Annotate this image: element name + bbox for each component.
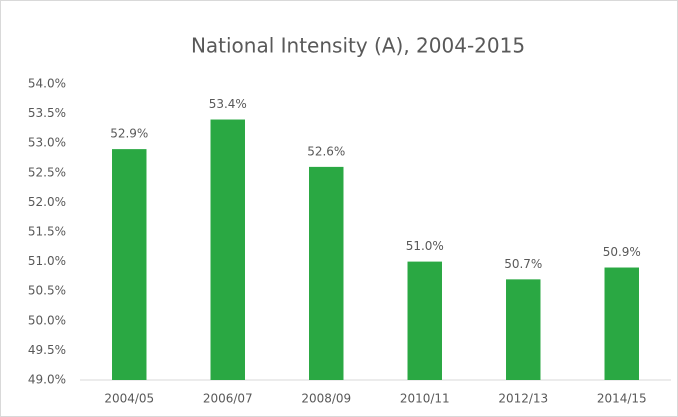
y-tick-label: 51.0% — [28, 254, 66, 268]
bar — [407, 261, 442, 380]
x-tick-label: 2004/05 — [104, 392, 154, 406]
chart-title: National Intensity (A), 2004-2015 — [191, 34, 525, 58]
data-label: 52.9% — [110, 127, 148, 141]
y-tick-label: 51.5% — [28, 225, 66, 239]
x-tick-label: 2012/13 — [498, 392, 548, 406]
data-label: 52.6% — [307, 144, 345, 158]
data-label: 53.4% — [209, 97, 247, 111]
bar — [210, 119, 245, 381]
y-tick-label: 53.5% — [28, 106, 66, 120]
y-tick-label: 49.0% — [28, 373, 66, 387]
data-label: 50.7% — [504, 257, 542, 271]
y-tick-label: 52.0% — [28, 195, 66, 209]
data-label: 51.0% — [406, 239, 444, 253]
x-tick-label: 2010/11 — [400, 392, 450, 406]
x-tick-label: 2014/15 — [597, 392, 647, 406]
data-label: 50.9% — [603, 245, 641, 259]
bar — [112, 149, 147, 380]
x-tick-label: 2006/07 — [203, 392, 253, 406]
y-tick-label: 50.5% — [28, 284, 66, 298]
bar — [506, 279, 541, 380]
x-tick-label: 2008/09 — [301, 392, 351, 406]
y-tick-label: 52.5% — [28, 165, 66, 179]
bar — [309, 166, 344, 380]
y-tick-label: 53.0% — [28, 136, 66, 150]
bar — [604, 267, 639, 380]
y-tick-label: 54.0% — [28, 77, 66, 91]
y-tick-label: 50.0% — [28, 313, 66, 327]
y-tick-label: 49.5% — [28, 343, 66, 357]
